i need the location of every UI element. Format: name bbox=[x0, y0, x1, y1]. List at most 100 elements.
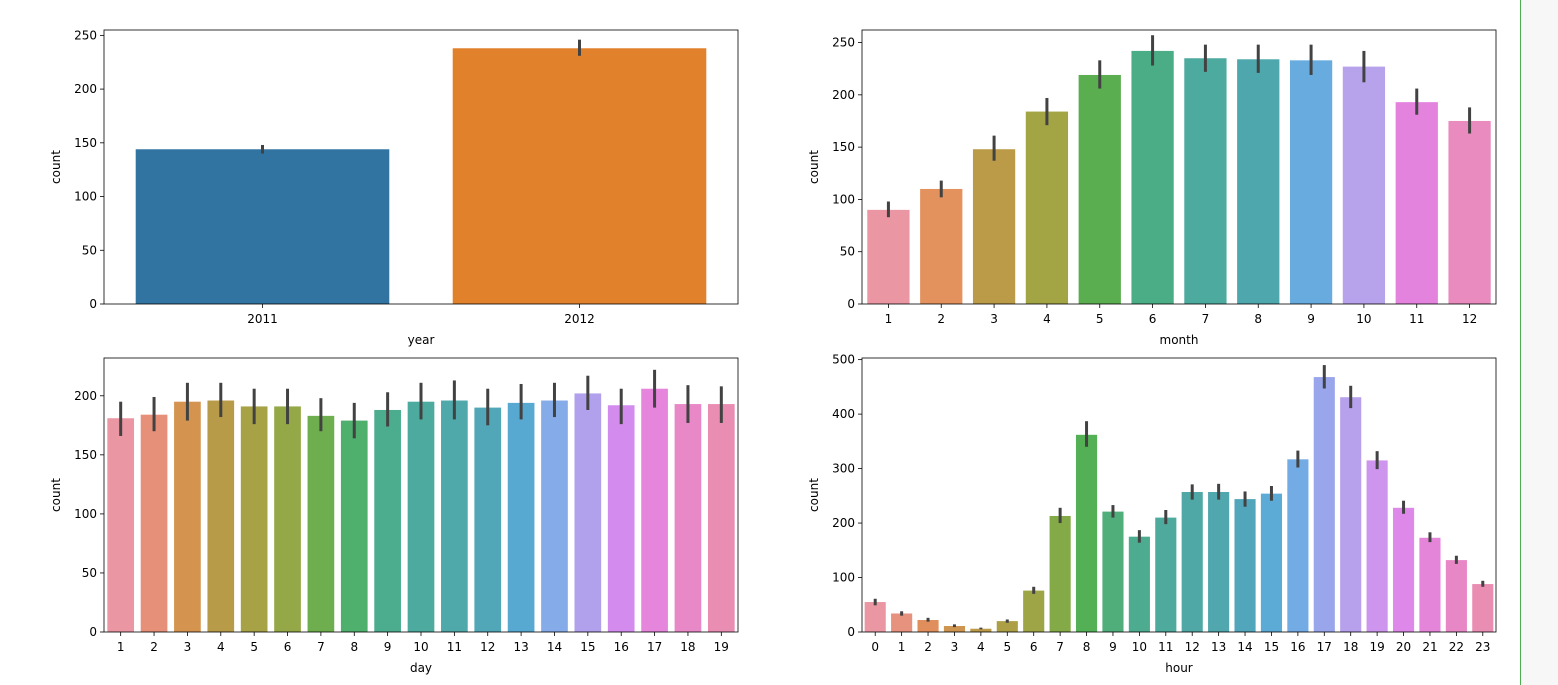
bar-hour-3 bbox=[943, 626, 966, 632]
x-tick-label: 21 bbox=[1422, 640, 1437, 654]
bar-day-12 bbox=[474, 407, 502, 632]
x-tick-label: 5 bbox=[1003, 640, 1011, 654]
x-tick-label: 7 bbox=[317, 640, 325, 654]
bar-month-5 bbox=[1078, 74, 1121, 304]
x-tick-label: 4 bbox=[977, 640, 985, 654]
y-axis-label: count bbox=[49, 478, 63, 512]
x-tick-label: 3 bbox=[951, 640, 959, 654]
bar-month-8 bbox=[1237, 59, 1280, 304]
bar-hour-22 bbox=[1445, 560, 1467, 632]
x-tick-label: 12 bbox=[480, 640, 495, 654]
bar-day-2 bbox=[140, 414, 168, 632]
x-tick-label: 7 bbox=[1202, 312, 1210, 326]
x-tick-label: 8 bbox=[350, 640, 358, 654]
y-tick-label: 150 bbox=[74, 448, 97, 462]
bar-day-16 bbox=[607, 405, 635, 632]
bar-hour-17 bbox=[1313, 377, 1335, 632]
x-tick-label: 6 bbox=[1149, 312, 1157, 326]
y-tick-label: 150 bbox=[832, 140, 855, 154]
x-tick-label: 14 bbox=[547, 640, 562, 654]
cell-output-border bbox=[1520, 0, 1521, 685]
x-tick-label: 11 bbox=[447, 640, 462, 654]
bar-hour-11 bbox=[1155, 517, 1177, 632]
axes-frame bbox=[861, 357, 1497, 633]
x-tick-label: 13 bbox=[1211, 640, 1226, 654]
bar-day-3 bbox=[174, 401, 201, 632]
bar-hour-2 bbox=[917, 620, 939, 632]
x-tick-label: 5 bbox=[1096, 312, 1104, 326]
y-tick-label: 500 bbox=[832, 353, 855, 367]
y-tick-label: 100 bbox=[832, 192, 855, 206]
x-tick-label: 0 bbox=[871, 640, 879, 654]
bar-day-11 bbox=[441, 400, 468, 632]
axes-frame bbox=[861, 29, 1497, 305]
x-tick-label: 1 bbox=[898, 640, 906, 654]
bar-hour-21 bbox=[1419, 537, 1441, 632]
x-tick-label: 18 bbox=[680, 640, 695, 654]
bar-hour-6 bbox=[1023, 590, 1045, 632]
x-tick-label: 6 bbox=[284, 640, 292, 654]
bar-hour-8 bbox=[1075, 434, 1098, 632]
x-axis-label: year bbox=[408, 333, 435, 347]
x-tick-label: 12 bbox=[1185, 640, 1200, 654]
x-tick-label: 11 bbox=[1158, 640, 1173, 654]
y-tick-label: 100 bbox=[74, 190, 97, 204]
x-tick-label: 2011 bbox=[247, 312, 278, 326]
x-tick-label: 10 bbox=[1356, 312, 1371, 326]
x-tick-label: 3 bbox=[184, 640, 192, 654]
bar-month-1 bbox=[867, 209, 910, 304]
bar-month-9 bbox=[1289, 60, 1333, 304]
bar-day-15 bbox=[574, 393, 602, 632]
y-axis-label: count bbox=[49, 150, 63, 184]
x-tick-label: 9 bbox=[1307, 312, 1315, 326]
y-tick-label: 50 bbox=[840, 245, 855, 259]
bar-month-3 bbox=[972, 149, 1016, 304]
y-tick-label: 200 bbox=[832, 516, 855, 530]
bar-day-6 bbox=[274, 406, 301, 632]
bar-hour-12 bbox=[1181, 492, 1203, 632]
bar-day-18 bbox=[674, 404, 702, 632]
x-tick-label: 2012 bbox=[564, 312, 595, 326]
y-tick-label: 150 bbox=[74, 136, 97, 150]
x-tick-label: 20 bbox=[1396, 640, 1411, 654]
x-tick-label: 18 bbox=[1343, 640, 1358, 654]
bar-day-19 bbox=[707, 404, 735, 632]
y-tick-label: 200 bbox=[832, 88, 855, 102]
y-tick-label: 200 bbox=[74, 82, 97, 96]
x-tick-label: 23 bbox=[1475, 640, 1490, 654]
x-tick-label: 1 bbox=[117, 640, 125, 654]
bar-hour-10 bbox=[1128, 536, 1150, 632]
bar-hour-13 bbox=[1208, 492, 1230, 632]
bar-day-8 bbox=[340, 420, 368, 632]
subplot-year: 0 50 100 150 200 250 2011 2012 year count bbox=[49, 28, 739, 347]
bar-hour-15 bbox=[1260, 493, 1283, 632]
y-tick-label: 50 bbox=[82, 566, 97, 580]
x-tick-label: 4 bbox=[1043, 312, 1051, 326]
bar-hour-19 bbox=[1366, 460, 1388, 632]
x-tick-label: 1 bbox=[885, 312, 893, 326]
bar-day-9 bbox=[374, 409, 401, 632]
y-axis-label: count bbox=[807, 478, 821, 512]
bar-day-10 bbox=[407, 401, 435, 632]
x-tick-label: 9 bbox=[384, 640, 392, 654]
y-tick-label: 300 bbox=[832, 462, 855, 476]
y-tick-label: 0 bbox=[847, 625, 855, 639]
scrollbar-gutter[interactable] bbox=[1521, 0, 1558, 685]
x-tick-label: 17 bbox=[647, 640, 662, 654]
x-tick-label: 19 bbox=[714, 640, 729, 654]
bar-day-13 bbox=[507, 402, 535, 632]
bar-hour-16 bbox=[1287, 459, 1309, 632]
bar-month-7 bbox=[1184, 58, 1227, 304]
axes-frame bbox=[103, 29, 739, 305]
y-axis-label: count bbox=[807, 150, 821, 184]
x-tick-label: 12 bbox=[1462, 312, 1477, 326]
y-tick-label: 400 bbox=[832, 407, 855, 421]
x-tick-label: 2 bbox=[150, 640, 158, 654]
x-tick-label: 16 bbox=[614, 640, 629, 654]
y-tick-label: 250 bbox=[832, 36, 855, 50]
bar-month-2 bbox=[920, 188, 963, 304]
